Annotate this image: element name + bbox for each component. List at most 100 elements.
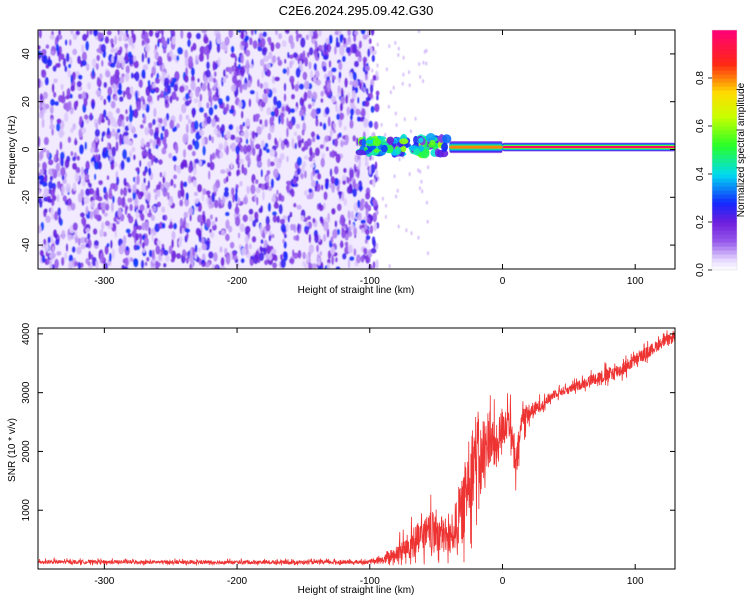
- heatmap-noise-cell: [77, 237, 81, 246]
- heatmap-noise-cell: [344, 229, 349, 235]
- heatmap-signal-layer: [355, 133, 675, 159]
- heatmap-noise-cell: [68, 261, 73, 269]
- heatmap-noise-cell: [95, 187, 100, 197]
- heatmap-noise-cell: [44, 243, 50, 253]
- heatmap-noise-cell: [172, 30, 176, 38]
- heatmap-noise-cell: [331, 208, 336, 215]
- heatmap-noise-cell: [158, 117, 163, 125]
- heatmap-noise-cell: [331, 149, 336, 159]
- heatmap-noise-cell: [279, 218, 286, 225]
- heatmap-noise-cell: [126, 93, 132, 100]
- colorbar-step: [712, 250, 737, 255]
- heatmap-noise-cell: [332, 75, 336, 81]
- heatmap-noise-cell: [141, 182, 146, 193]
- heatmap-noise-cell: [108, 149, 112, 157]
- heatmap-noise-cell: [92, 67, 95, 78]
- heatmap-noise-cell: [49, 105, 54, 115]
- heatmap-noise-cell: [117, 196, 122, 207]
- heatmap-noise-cell: [218, 197, 221, 206]
- heatmap-noise-cell: [93, 30, 99, 37]
- heatmap-noise-cell: [110, 43, 115, 48]
- heatmap-noise-cell: [303, 190, 308, 196]
- heatmap-noise-cell: [119, 30, 124, 37]
- heatmap-noise-cell: [60, 157, 64, 167]
- heatmap-noise-cell: [197, 78, 200, 83]
- heatmap-noise-cell: [143, 114, 147, 122]
- heatmap-noise-cell: [170, 178, 174, 187]
- heatmap-noise-cell: [284, 58, 287, 64]
- heatmap-noise-cell: [195, 131, 201, 141]
- heatmap-noise-cell: [227, 171, 232, 177]
- heatmap-noise-cell: [344, 77, 348, 88]
- heatmap-noise-cell: [49, 175, 54, 182]
- heatmap-noise-cell: [42, 161, 47, 171]
- heatmap-noise-cell: [314, 169, 320, 175]
- heatmap-noise-cell: [401, 81, 404, 86]
- heatmap-noise-cell: [301, 115, 305, 121]
- heatmap-noise-cell: [41, 118, 45, 129]
- heatmap-noise-cell: [344, 223, 348, 230]
- heatmap-noise-cell: [80, 243, 86, 250]
- heatmap-noise-cell: [161, 147, 167, 155]
- heatmap-noise-cell: [264, 119, 268, 128]
- heatmap-noise-cell: [372, 213, 377, 221]
- heatmap-noise-cell: [117, 36, 123, 42]
- heatmap-noise-cell: [44, 208, 48, 213]
- heatmap-noise-cell: [268, 51, 273, 60]
- heatmap-noise-cell: [71, 246, 76, 253]
- heatmap-noise-cell: [124, 52, 129, 62]
- colorbar-tick-label: 0.2: [695, 215, 706, 229]
- heatmap-noise-cell: [308, 188, 313, 193]
- heatmap-noise-cell: [147, 147, 152, 155]
- heatmap-noise-cell: [259, 119, 263, 125]
- heatmap-noise-cell: [353, 35, 357, 43]
- heatmap-noise-cell: [296, 156, 302, 166]
- heatmap-signal-cell: [365, 149, 370, 155]
- heatmap-noise-cell: [126, 246, 129, 251]
- heatmap-noise-cell: [110, 48, 116, 53]
- heatmap-noise-cell: [163, 262, 167, 268]
- heatmap-noise-cell: [106, 127, 110, 136]
- heatmap-noise-cell: [163, 249, 169, 256]
- heatmap-noise-cell: [114, 161, 118, 168]
- heatmap-noise-cell: [216, 43, 221, 54]
- heatmap-noise-cell: [384, 214, 387, 219]
- heatmap-noise-cell: [327, 116, 331, 127]
- heatmap-noise-cell: [274, 137, 278, 146]
- heatmap-noise-cell: [235, 184, 239, 189]
- heatmap-noise-cell: [284, 30, 289, 33]
- heatmap-noise-cell: [332, 122, 336, 129]
- heatmap-noise-cell: [48, 180, 53, 190]
- heatmap-noise-cell: [183, 211, 189, 219]
- heatmap-noise-cell: [341, 228, 346, 239]
- heatmap-noise-cell: [274, 156, 280, 163]
- heatmap-noise-cell: [300, 37, 306, 48]
- heatmap-noise-cell: [55, 238, 60, 246]
- heatmap-noise-cell: [177, 46, 183, 55]
- heatmap-noise-cell: [321, 184, 324, 191]
- heatmap-noise-cell: [224, 186, 229, 193]
- heatmap-noise-cell: [51, 168, 55, 174]
- heatmap-noise-cell: [60, 83, 64, 90]
- heatmap-noise-cell: [273, 95, 278, 106]
- heatmap-noise-cell: [289, 211, 293, 218]
- heatmap-noise-cell: [156, 189, 161, 198]
- heatmap-signal-cell: [441, 142, 448, 152]
- heatmap-noise-cell: [147, 84, 153, 91]
- heatmap-noise-cell: [178, 239, 182, 247]
- heatmap-noise-cell: [278, 137, 282, 143]
- heatmap-noise-cell: [38, 189, 42, 195]
- heatmap-noise-cell: [321, 152, 326, 160]
- heatmap-noise-cell: [99, 229, 104, 238]
- heatmap-noise-cell: [124, 72, 130, 82]
- heatmap-noise-cell: [313, 62, 317, 71]
- heatmap-noise-cell: [228, 225, 233, 233]
- heatmap-noise-cell: [252, 40, 258, 50]
- heatmap-noise-cell: [330, 176, 336, 185]
- heatmap-noise-cell: [69, 56, 73, 66]
- heatmap-noise-cell: [136, 245, 140, 251]
- snr-x-label: Height of straight line (km): [298, 585, 415, 596]
- heatmap-noise-cell: [418, 30, 420, 34]
- heatmap-noise-cell: [274, 107, 279, 118]
- heatmap-noise-cell: [38, 44, 41, 51]
